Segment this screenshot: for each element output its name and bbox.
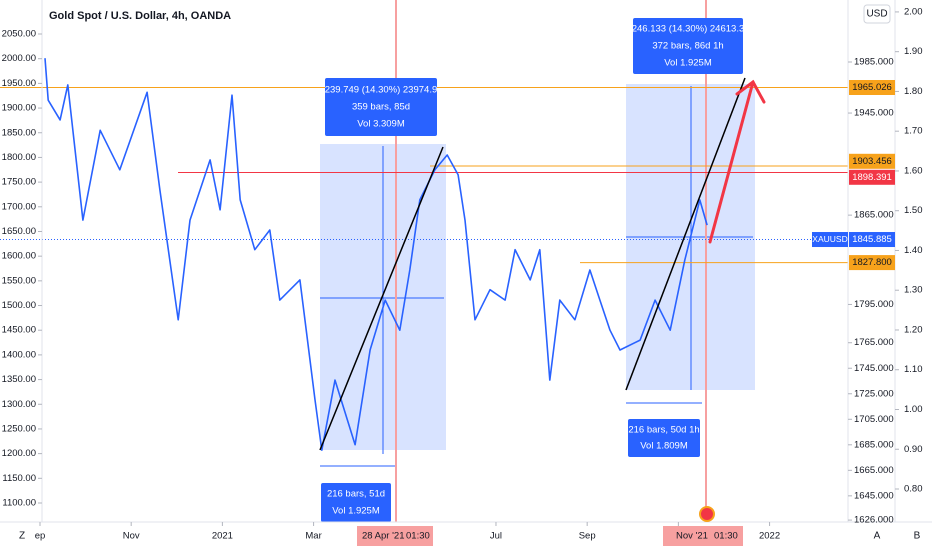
y2-tick-label: 1665.000 <box>854 465 894 476</box>
y-tick-label: 1300.00 <box>2 399 36 410</box>
y2-tick-label: 1725.000 <box>854 388 894 399</box>
trend-line <box>625 77 746 391</box>
footer-left[interactable]: Z <box>19 531 25 542</box>
y2-tick-label: 1795.000 <box>854 299 894 310</box>
y-tick-label: 1550.00 <box>2 275 36 286</box>
annotation-text: Vol 1.925M <box>332 506 380 517</box>
x-tick-label: Mar <box>305 531 321 542</box>
time-marker-label <box>357 526 433 546</box>
y-tick-label: 1200.00 <box>2 448 36 459</box>
annotation: 246.133 (14.30%) 24613.3 372 bars, 86d 1… <box>632 18 745 74</box>
x-tick-label: Jul <box>490 531 502 542</box>
y3-tick-label: 1.60 <box>904 165 923 176</box>
time-marker-time: 01:30 <box>406 531 430 542</box>
annotation-text: 239.749 (14.30%) 23974.9 <box>325 85 438 96</box>
y3-tick-label: 1.00 <box>904 404 923 415</box>
annotation: 216 bars, 51d Vol 1.925M <box>321 483 391 522</box>
y2-tick-label: 1685.000 <box>854 439 894 450</box>
currency-label[interactable]: USD <box>866 9 887 20</box>
price-label: 1965.026 <box>852 82 892 93</box>
y-tick-label: 1250.00 <box>2 423 36 434</box>
y-tick-label: 1100.00 <box>2 498 36 509</box>
price-label-box <box>849 79 895 95</box>
symbol-label: XAUUSD <box>812 234 847 244</box>
y-tick-label: 2000.00 <box>2 53 36 64</box>
y-tick-label: 1850.00 <box>2 127 36 138</box>
trend-line <box>319 146 444 451</box>
y-tick-label: 1400.00 <box>2 349 36 360</box>
footer-b[interactable]: B <box>914 531 921 542</box>
y3-tick-label: 1.90 <box>904 46 923 57</box>
chart-title: Gold Spot / U.S. Dollar, 4h, OANDA <box>49 10 231 22</box>
y3-tick-label: 1.80 <box>904 86 923 97</box>
annotation: 239.749 (14.30%) 23974.9 359 bars, 85d V… <box>325 78 438 136</box>
y3-tick-label: 0.90 <box>904 444 923 455</box>
y2-tick-label: 1626.000 <box>854 515 894 526</box>
y-tick-label: 1900.00 <box>2 103 36 114</box>
currency-button[interactable] <box>863 4 891 24</box>
x-tick-label: Nov <box>123 531 140 542</box>
annotation-text: Vol 1.925M <box>664 58 712 69</box>
price-line <box>44 58 708 451</box>
forecast-arrow <box>708 79 766 244</box>
x-tick-label: Sep <box>579 531 596 542</box>
price-label: 1845.885 <box>852 234 892 245</box>
y3-tick-label: 1.50 <box>904 205 923 216</box>
y-tick-label: 1450.00 <box>2 325 36 336</box>
price-label-box <box>849 255 895 271</box>
y2-tick-label: 1705.000 <box>854 414 894 425</box>
y-tick-label: 1600.00 <box>2 251 36 262</box>
price-label: 1903.456 <box>852 156 892 167</box>
annotation: 216 bars, 50d 1h Vol 1.809M <box>628 419 700 457</box>
time-marker-time: 01:30 <box>714 531 738 542</box>
price-label: 1898.391 <box>852 172 892 183</box>
x-tick-label: ep <box>35 531 46 542</box>
y-tick-label: 1500.00 <box>2 300 36 311</box>
annotation-text: 372 bars, 86d 1h <box>652 41 723 52</box>
price-label-box <box>849 232 895 248</box>
y-tick-label: 1950.00 <box>2 78 36 89</box>
y-tick-label: 1350.00 <box>2 374 36 385</box>
y3-tick-label: 1.20 <box>904 324 923 335</box>
price-label: 1827.800 <box>852 257 892 268</box>
y3-tick-label: 0.80 <box>904 484 923 495</box>
symbol-label-box <box>812 232 848 248</box>
y2-tick-label: 1745.000 <box>854 363 894 374</box>
y-tick-label: 1150.00 <box>2 473 36 484</box>
y3-tick-label: 1.10 <box>904 364 923 375</box>
y2-tick-label: 1985.000 <box>854 57 894 68</box>
annotation-text: 359 bars, 85d <box>352 102 410 113</box>
price-label-box <box>849 169 895 185</box>
y-tick-label: 1650.00 <box>2 226 36 237</box>
time-marker-date: 28 Apr '21 <box>362 531 405 542</box>
y-tick-label: 1750.00 <box>2 177 36 188</box>
footer-a[interactable]: A <box>874 531 881 542</box>
y2-tick-label: 1765.000 <box>854 337 894 348</box>
annotation-text: 216 bars, 50d 1h <box>628 425 699 436</box>
time-marker-line <box>705 0 707 522</box>
y2-tick-label: 1645.000 <box>854 490 894 501</box>
y-tick-label: 2050.00 <box>2 29 36 40</box>
price-label-box <box>849 153 895 169</box>
y3-tick-label: 1.30 <box>904 285 923 296</box>
time-marker-label <box>663 526 743 546</box>
y-tick-label: 1700.00 <box>2 201 36 212</box>
annotation-text: Vol 3.309M <box>357 119 405 130</box>
y-tick-label: 1800.00 <box>2 152 36 163</box>
x-tick-label: 2022 <box>759 531 780 542</box>
annotation-text: 216 bars, 51d <box>327 489 385 500</box>
y2-tick-label: 1945.000 <box>854 108 894 119</box>
y2-tick-label: 1865.000 <box>854 210 894 221</box>
event-icon[interactable] <box>699 506 715 522</box>
y3-tick-label: 1.70 <box>904 126 923 137</box>
x-tick-label: 2021 <box>212 531 233 542</box>
y3-tick-label: 2.00 <box>904 6 923 17</box>
time-marker-date: Nov '21 <box>676 531 708 542</box>
y3-tick-label: 1.40 <box>904 245 923 256</box>
annotation-text: Vol 1.809M <box>640 441 688 452</box>
annotation-text: 246.133 (14.30%) 24613.3 <box>632 24 745 35</box>
